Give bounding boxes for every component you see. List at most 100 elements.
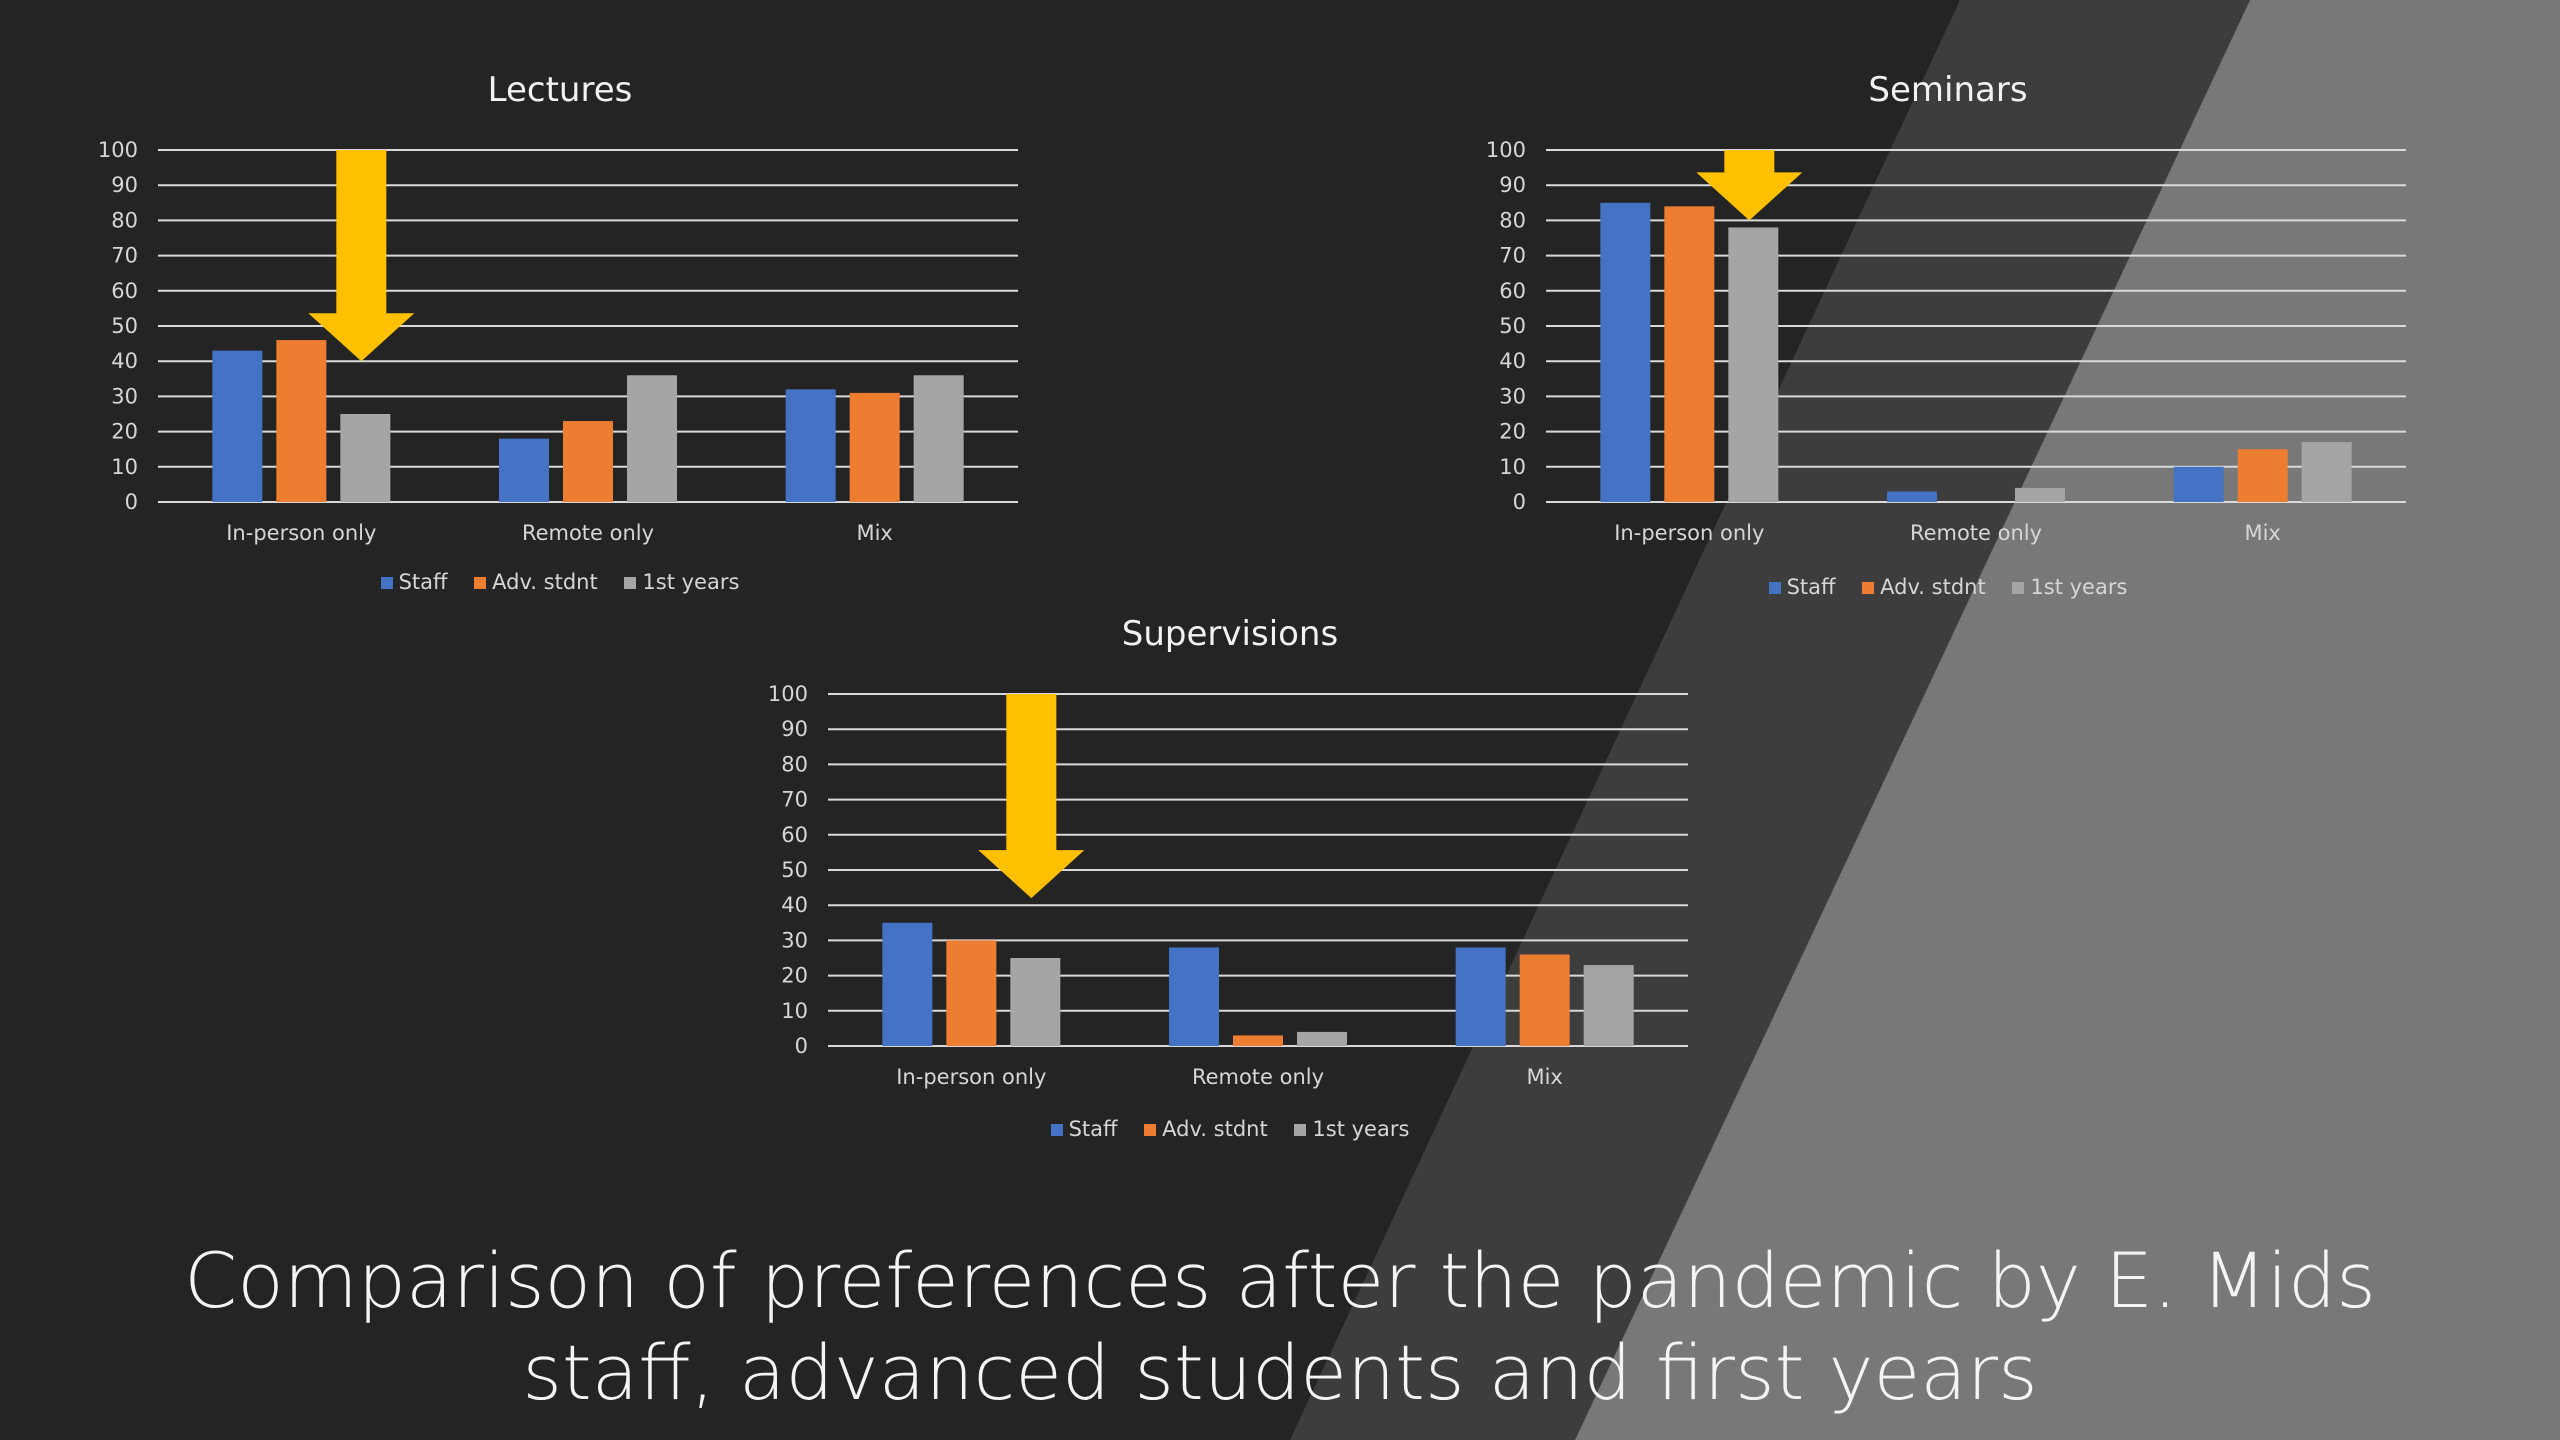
legend-label: 1st years [642, 570, 740, 594]
chart-title: Seminars [1868, 70, 2028, 110]
bar [1600, 202, 1651, 503]
legend-item-1st-years: 1st years [624, 570, 739, 594]
x-tick-label: Remote only [1910, 521, 2042, 545]
lectures-plot: 0 10 20 30 40 50 60 70 80 90 100 In-person only Remo… [98, 138, 1018, 545]
bar [2173, 466, 2224, 502]
x-tick-label: Mix [2244, 521, 2280, 545]
legend-swatch [2012, 582, 2025, 594]
legend-label: Adv. stdnt [1880, 575, 1986, 599]
y-tick-label: 80 [111, 208, 138, 232]
y-tick-label: 100 [1486, 138, 1526, 162]
y-tick-label: 0 [795, 1034, 808, 1058]
bar [340, 414, 391, 502]
legend-label: Staff [1786, 575, 1836, 599]
x-tick-label: In-person only [1614, 521, 1764, 545]
seminars-chart: Seminars 0 10 20 30 40 50 60 70 80 90 100 In-person… [1468, 70, 2428, 610]
y-tick-label: 90 [111, 173, 138, 197]
y-tick-label: 90 [1499, 173, 1526, 197]
legend-label: Staff [398, 570, 448, 594]
y-tick-label: 20 [781, 964, 808, 988]
legend-label: Adv. stdnt [492, 570, 598, 594]
y-tick-label: 60 [781, 823, 808, 847]
lectures-chart: Lectures 0 10 20 30 40 50 60 70 80 90 100 In-person… [80, 70, 1040, 610]
bar [627, 375, 677, 502]
x-tick-label: In-person only [226, 521, 376, 545]
legend-label: 1st years [1312, 1117, 1410, 1141]
legend-item-adv-stdnt: Adv. stdnt [474, 570, 598, 594]
slide-caption: Comparison of preferences after the pand… [184, 1236, 2376, 1417]
y-tick-label: 100 [768, 682, 808, 706]
y-tick-label: 30 [111, 384, 138, 408]
y-tick-label: 50 [781, 858, 808, 882]
x-tick-label: Mix [1526, 1065, 1562, 1089]
bar [785, 389, 836, 502]
legend-swatch [624, 577, 637, 589]
bar [2237, 449, 2288, 502]
y-tick-label: 70 [781, 788, 808, 812]
bar [1664, 206, 1715, 502]
y-tick-label: 40 [781, 893, 808, 917]
y-tick-label: 10 [781, 999, 808, 1023]
legend-label: Adv. stdnt [1162, 1117, 1268, 1141]
y-tick-label: 20 [111, 420, 138, 444]
chart-legend: Staff Adv. stdnt 1st years [750, 1117, 1710, 1141]
down-arrow-icon [978, 694, 1085, 899]
bar [946, 940, 997, 1046]
x-tick-label: In-person only [896, 1065, 1046, 1089]
bar [2301, 442, 2352, 502]
legend-swatch [474, 577, 487, 589]
chart-legend: Staff Adv. stdnt 1st years [80, 570, 1040, 594]
y-tick-label: 100 [98, 138, 138, 162]
legend-swatch [1294, 1124, 1307, 1136]
bar [1887, 491, 1937, 502]
x-tick-label: Remote only [1192, 1065, 1324, 1089]
bar [276, 340, 327, 502]
down-arrow-icon [1696, 150, 1803, 221]
chart-title: Supervisions [1121, 614, 1339, 654]
y-tick-label: 10 [1499, 455, 1526, 479]
y-tick-label: 10 [111, 455, 138, 479]
y-tick-label: 50 [111, 314, 138, 338]
y-tick-label: 80 [1499, 208, 1526, 232]
legend-item-adv-stdnt: Adv. stdnt [1862, 575, 1986, 599]
bar [849, 392, 900, 502]
y-tick-label: 30 [781, 928, 808, 952]
legend-swatch [1050, 1124, 1063, 1136]
y-tick-label: 80 [781, 752, 808, 776]
bar [1583, 965, 1634, 1046]
legend-label: 1st years [2030, 575, 2128, 599]
y-tick-label: 90 [781, 717, 808, 741]
bar [2015, 487, 2065, 502]
bar [882, 922, 933, 1046]
legend-item-staff: Staff [380, 570, 448, 594]
y-tick-label: 20 [1499, 420, 1526, 444]
x-tick-label: Mix [856, 521, 892, 545]
bar [1169, 947, 1219, 1046]
bar [1233, 1035, 1283, 1046]
bar [1010, 958, 1061, 1046]
chart-legend: Staff Adv. stdnt 1st years [1468, 575, 2428, 599]
y-tick-label: 30 [1499, 384, 1526, 408]
legend-item-adv-stdnt: Adv. stdnt [1144, 1117, 1268, 1141]
y-tick-label: 70 [111, 244, 138, 268]
legend-swatch [1768, 582, 1781, 594]
down-arrow-icon [308, 150, 415, 362]
chart-title: Lectures [487, 70, 633, 110]
bar [1455, 947, 1506, 1046]
x-tick-label: Remote only [522, 521, 654, 545]
legend-item-1st-years: 1st years [2012, 575, 2127, 599]
legend-swatch [1144, 1124, 1157, 1136]
y-tick-label: 70 [1499, 244, 1526, 268]
legend-swatch [380, 577, 393, 589]
bar [1519, 954, 1570, 1046]
bar [1297, 1031, 1347, 1046]
legend-item-1st-years: 1st years [1294, 1117, 1409, 1141]
y-tick-label: 60 [1499, 279, 1526, 303]
legend-item-staff: Staff [1050, 1117, 1117, 1141]
bar [563, 421, 613, 502]
y-tick-label: 40 [1499, 349, 1526, 373]
y-tick-label: 0 [1513, 490, 1526, 514]
legend-item-staff: Staff [1768, 575, 1836, 599]
bar [499, 438, 549, 502]
